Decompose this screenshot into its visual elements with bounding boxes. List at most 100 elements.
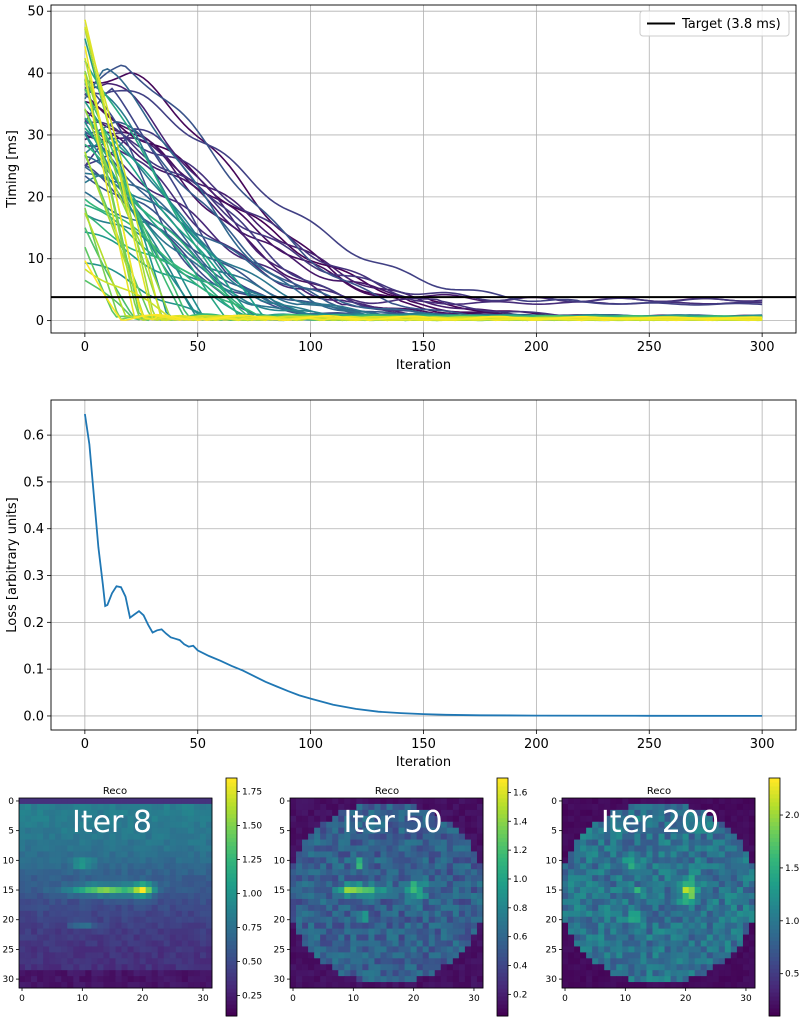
heatmap-cell [676, 982, 684, 989]
heatmap-cell [682, 910, 690, 918]
heatmap-cell [133, 964, 141, 971]
heatmap-cell [476, 863, 484, 870]
heatmap-cell [446, 869, 454, 876]
heatmap-cell [700, 898, 708, 906]
heatmap-cell [724, 958, 732, 965]
heatmap-cell [440, 821, 448, 829]
heatmap-cell [374, 910, 381, 918]
heatmap-cell [79, 982, 86, 989]
heatmap-cell [85, 863, 92, 870]
heatmap-cell [404, 982, 412, 989]
heatmap-cell [314, 887, 321, 894]
heatmap-cell [109, 940, 116, 947]
heatmap-cell [121, 898, 128, 906]
heatmap-cell [302, 904, 309, 912]
heatmap-cell [302, 875, 309, 882]
heatmap-cell [592, 803, 599, 811]
heatmap-cell [628, 970, 635, 977]
heatmap-cell [706, 928, 714, 935]
heatmap-cell [748, 821, 756, 829]
heatmap-cell [398, 821, 405, 829]
colorbar-segment [226, 825, 237, 831]
heatmap-cell [592, 875, 599, 882]
heatmap-cell [730, 798, 738, 805]
heatmap-cell [31, 922, 38, 930]
heatmap-cell [664, 964, 671, 971]
heatmap-cell [574, 815, 581, 823]
heatmap-cell [302, 827, 309, 835]
heatmap-cell [362, 809, 369, 817]
heatmap-cell [332, 798, 339, 805]
heatmap-cell [622, 857, 629, 864]
heatmap-cell [133, 904, 141, 912]
heatmap-cell [670, 887, 677, 894]
heatmap-cell [133, 916, 141, 924]
heatmap-cell [43, 857, 50, 864]
heatmap-cell [586, 893, 593, 900]
heatmap-cell [127, 827, 134, 835]
heatmap-cell [205, 970, 213, 977]
heatmap-cell [109, 952, 116, 959]
heatmap-cell [139, 863, 147, 870]
heatmap-cell [598, 845, 605, 852]
heatmap-cell [31, 798, 38, 805]
colorbar-segment [226, 893, 237, 898]
heatmap-cell [193, 821, 201, 829]
heatmap-cell [356, 976, 363, 983]
colorbar-segment [497, 928, 508, 934]
heatmap-cell [748, 875, 756, 882]
heatmap-cell [568, 821, 575, 829]
heatmap-cell [296, 821, 303, 829]
heatmap-cell [338, 976, 345, 983]
heatmap-cell [25, 898, 32, 906]
heatmap-cell [368, 934, 375, 941]
heatmap-cell [598, 869, 605, 876]
x-tick-label: 0 [81, 340, 89, 355]
heatmap-cell [91, 910, 98, 918]
heatmap-cell [169, 869, 177, 876]
heatmap-cell [562, 958, 569, 965]
heatmap-cell [380, 869, 387, 876]
colorbar-segment [226, 817, 237, 823]
heatmap-cell [598, 916, 605, 924]
plot-frame [50, 399, 797, 731]
heatmap-cell [568, 904, 575, 912]
heatmap-cell [169, 851, 177, 858]
heatmap-cell [187, 893, 195, 900]
heatmap-cell [604, 833, 611, 840]
heatmap-cell [688, 863, 696, 870]
heatmap-cell [127, 809, 134, 817]
heatmap-cell [55, 952, 62, 959]
heatmap-cell [586, 952, 593, 959]
heatmap-cell [386, 916, 393, 924]
heatmap-y-tick-label: 0 [279, 797, 285, 807]
heatmap-cell [290, 869, 297, 876]
heatmap-cell [332, 875, 339, 882]
heatmap-cell [338, 946, 345, 953]
heatmap-cell [610, 803, 617, 811]
heatmap-cell [604, 857, 611, 864]
heatmap-cell [416, 887, 424, 894]
heatmap-cell [392, 916, 399, 924]
heatmap-cell [139, 934, 147, 941]
colorbar-segment [226, 857, 237, 862]
heatmap-cell [374, 798, 381, 805]
heatmap-cell [670, 952, 677, 959]
heatmap-cell [31, 964, 38, 971]
heatmap-cell [338, 916, 345, 924]
heatmap-cell [688, 845, 696, 852]
heatmap-cell [440, 851, 448, 858]
colorbar-segment [226, 940, 237, 946]
heatmap-cell [422, 875, 430, 882]
heatmap-cell [205, 869, 213, 876]
x-tick-label: 300 [750, 737, 775, 752]
heatmap-cell [610, 976, 617, 983]
heatmap-cell [19, 803, 26, 811]
heatmap-cell [85, 922, 92, 930]
heatmap-cell [616, 910, 623, 918]
heatmap-cell [446, 893, 454, 900]
heatmap-cell [694, 934, 702, 941]
heatmap-cell [187, 869, 195, 876]
heatmap-cell [622, 910, 629, 918]
heatmap-cell [712, 827, 720, 835]
